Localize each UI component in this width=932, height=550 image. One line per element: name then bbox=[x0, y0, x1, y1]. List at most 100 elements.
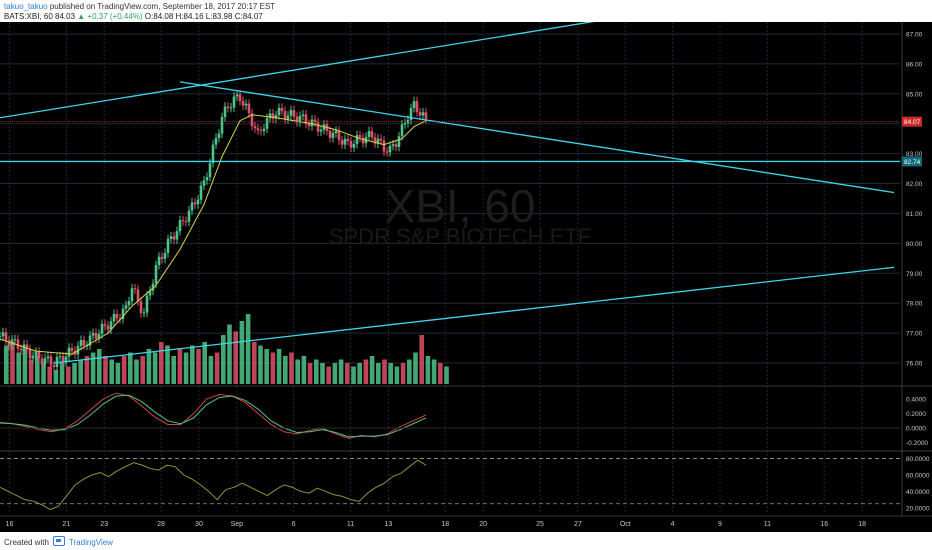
candle-body bbox=[289, 110, 293, 116]
volume-bar bbox=[134, 359, 139, 384]
candle-body bbox=[286, 115, 290, 120]
volume-bar bbox=[4, 345, 9, 384]
volume-bar bbox=[431, 359, 437, 384]
volume-bar bbox=[190, 345, 195, 384]
volume-bar bbox=[270, 352, 276, 384]
candle-body bbox=[304, 114, 308, 124]
candle-body bbox=[40, 358, 44, 365]
x-tick-label: 16 bbox=[6, 521, 14, 528]
candle-body bbox=[202, 180, 206, 186]
candle-body bbox=[4, 332, 8, 341]
tradingview-link[interactable]: TradingView bbox=[68, 538, 113, 547]
current-price-label: 84.07 bbox=[904, 119, 921, 126]
candle-body bbox=[127, 301, 131, 306]
candle-body bbox=[199, 185, 203, 200]
candle-body bbox=[118, 318, 122, 320]
macd-y-tick-label: 0.2000 bbox=[906, 411, 926, 418]
candle-body bbox=[292, 110, 296, 117]
volume-bar bbox=[41, 363, 46, 384]
candle-body bbox=[106, 325, 110, 330]
candle-body bbox=[367, 131, 371, 137]
volume-bar bbox=[214, 352, 220, 384]
volume-bar bbox=[425, 356, 431, 384]
candle-body bbox=[403, 123, 407, 125]
candle-body bbox=[28, 348, 32, 359]
volume-bar bbox=[369, 356, 375, 384]
volume-bar bbox=[332, 363, 338, 384]
candle-body bbox=[244, 103, 248, 106]
candle-body bbox=[307, 123, 311, 127]
candle-body bbox=[376, 138, 380, 144]
candle-body bbox=[166, 239, 170, 254]
volume-bar bbox=[196, 349, 201, 384]
candle-body bbox=[388, 145, 392, 153]
author-link[interactable]: takuo_takuo bbox=[4, 2, 48, 11]
candle-body bbox=[223, 106, 227, 118]
x-tick-label: 18 bbox=[441, 521, 449, 528]
volume-bar bbox=[407, 359, 412, 384]
volume-bar bbox=[128, 352, 133, 384]
y-tick-label: 85.00 bbox=[906, 91, 923, 98]
y-tick-label: 82.00 bbox=[906, 181, 923, 188]
rsi-y-tick-label: 60.0000 bbox=[906, 473, 930, 480]
volume-bar bbox=[357, 363, 362, 384]
watermark-name: SPDR S&P BIOTECH ETF bbox=[329, 224, 591, 249]
x-tick-label: 11 bbox=[764, 521, 771, 528]
volume-bar bbox=[66, 366, 71, 384]
volume-bar bbox=[35, 356, 40, 384]
candle-body bbox=[46, 356, 50, 359]
candle-body bbox=[253, 126, 257, 129]
volume-bar bbox=[90, 352, 96, 384]
candle-body bbox=[142, 312, 146, 314]
macd-y-tick-label: 0.4000 bbox=[906, 396, 926, 403]
candle-body bbox=[208, 163, 212, 178]
volume-bar bbox=[239, 321, 245, 384]
candle-body bbox=[88, 335, 92, 346]
volume-bar bbox=[208, 356, 214, 384]
chart-area[interactable]: XBI, 60 SPDR S&P BIOTECH ETF 16 21 23 28 30 S… bbox=[0, 22, 932, 532]
volume-bar bbox=[78, 359, 83, 384]
candle-body bbox=[298, 115, 302, 123]
x-tick-label: 16 bbox=[820, 521, 828, 528]
candle-body bbox=[271, 113, 275, 119]
x-tick-label: 23 bbox=[100, 521, 108, 528]
candle-body bbox=[43, 358, 47, 365]
candle-body bbox=[172, 236, 176, 240]
candle-body bbox=[313, 119, 317, 123]
candle-body bbox=[193, 202, 197, 205]
candle-body bbox=[55, 356, 59, 367]
candle-body bbox=[91, 333, 95, 336]
volume-bar bbox=[307, 363, 313, 384]
candle-body bbox=[334, 130, 338, 134]
volume-bar bbox=[382, 359, 387, 384]
volume-bar bbox=[400, 363, 406, 384]
candle-body bbox=[370, 131, 374, 138]
candle-body bbox=[415, 101, 419, 113]
candle-body bbox=[352, 144, 356, 148]
candle-body bbox=[103, 324, 107, 326]
candle-body bbox=[10, 339, 14, 346]
candle-body bbox=[217, 133, 221, 139]
volume-bar bbox=[53, 370, 59, 384]
candle-body bbox=[235, 94, 239, 97]
volume-bar bbox=[72, 363, 77, 384]
last-price: 84.03 bbox=[55, 12, 76, 21]
y-tick-label: 77.00 bbox=[906, 331, 923, 338]
candle-body bbox=[373, 137, 377, 144]
candle-body bbox=[265, 118, 269, 129]
y-tick-label: 76.00 bbox=[906, 361, 923, 368]
rsi-y-tick-label: 20.0000 bbox=[906, 505, 930, 512]
candle-body bbox=[379, 138, 383, 141]
candle-body bbox=[238, 94, 242, 102]
candle-body bbox=[178, 220, 182, 232]
candle-body bbox=[58, 356, 62, 358]
volume-bar bbox=[47, 366, 52, 384]
y-tick-label: 83.00 bbox=[906, 151, 923, 158]
publication-info: published on TradingView.com, September … bbox=[49, 2, 276, 11]
chart-canvas[interactable]: XBI, 60 SPDR S&P BIOTECH ETF 16 21 23 28 30 S… bbox=[0, 22, 932, 532]
candle-body bbox=[1, 332, 5, 337]
candle-body bbox=[31, 355, 35, 359]
volume-bar bbox=[121, 356, 127, 384]
created-with-label: Created with bbox=[4, 538, 49, 547]
volume-bar bbox=[59, 363, 65, 384]
